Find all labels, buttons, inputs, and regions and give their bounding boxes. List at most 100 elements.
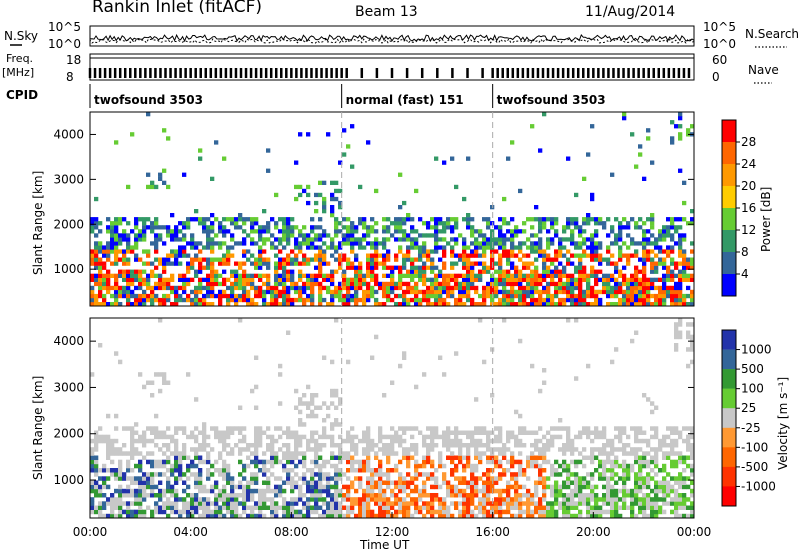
heatmap-cell <box>158 388 163 394</box>
heatmap-cell <box>326 405 331 410</box>
heatmap-cell <box>450 488 455 494</box>
heatmap-cell <box>214 497 219 502</box>
heatmap-cell <box>354 285 359 291</box>
heatmap-cell <box>318 302 323 307</box>
heatmap-cell <box>482 217 487 222</box>
heatmap-cell <box>434 285 439 291</box>
heatmap-cell <box>206 434 211 440</box>
heatmap-cell <box>230 221 235 226</box>
heatmap-cell <box>426 302 431 307</box>
heatmap-cell <box>538 388 543 394</box>
heatmap-cell <box>454 297 459 303</box>
heatmap-cell <box>266 302 271 307</box>
heatmap-cell <box>666 285 671 291</box>
heatmap-cell <box>322 196 327 202</box>
heatmap-cell <box>94 273 99 278</box>
heatmap-cell <box>614 493 619 498</box>
heatmap-cell <box>118 451 123 456</box>
heatmap-cell <box>134 273 139 278</box>
heatmap-cell <box>518 229 523 234</box>
heatmap-cell <box>514 277 519 282</box>
heatmap-cell <box>102 434 107 440</box>
heatmap-cell <box>198 285 203 291</box>
heatmap-cell <box>690 455 695 460</box>
heatmap-cell <box>494 501 499 506</box>
heatmap-cell <box>182 297 187 303</box>
heatmap-cell <box>386 217 391 222</box>
heatmap-cell <box>382 509 387 515</box>
heatmap-cell <box>602 426 607 431</box>
heatmap-cell <box>598 289 603 295</box>
heatmap-cell <box>682 484 687 490</box>
heatmap-cell <box>586 484 591 490</box>
heatmap-cell <box>458 293 463 299</box>
heatmap-cell <box>194 426 199 431</box>
heatmap-cell <box>410 513 415 519</box>
heatmap-cell <box>494 463 499 469</box>
heatmap-cell <box>630 281 635 287</box>
heatmap-cell <box>622 443 627 448</box>
heatmap-cell <box>442 438 447 444</box>
heatmap-cell <box>642 245 647 250</box>
heatmap-cell <box>106 468 111 473</box>
heatmap-cell <box>570 497 575 502</box>
heatmap-cell <box>258 277 263 282</box>
heatmap-cell <box>166 261 171 266</box>
heatmap-cell <box>242 488 247 494</box>
heatmap-cell <box>314 459 319 465</box>
heatmap-cell <box>166 484 171 490</box>
heatmap-cell <box>426 221 431 226</box>
heatmap-cell <box>430 443 435 448</box>
heatmap-cell <box>670 302 675 307</box>
heatmap-cell <box>414 273 419 278</box>
heatmap-cell <box>242 269 247 274</box>
heatmap-cell <box>622 426 627 431</box>
heatmap-cell <box>338 293 343 299</box>
station-title: Rankin Inlet (fitACF) <box>92 0 262 17</box>
heatmap-cell <box>298 488 303 494</box>
heatmap-cell <box>354 302 359 307</box>
heatmap-cell <box>390 426 395 431</box>
heatmap-cell <box>110 505 115 510</box>
heatmap-cell <box>406 447 411 452</box>
heatmap-cell <box>134 509 139 515</box>
heatmap-cell <box>678 253 683 258</box>
heatmap-cell <box>434 277 439 282</box>
heatmap-cell <box>106 443 111 448</box>
heatmap-cell <box>90 225 95 230</box>
heatmap-cell <box>462 265 467 270</box>
heatmap-cell <box>622 484 627 490</box>
heatmap-cell <box>218 229 223 234</box>
heatmap-cell <box>182 172 187 177</box>
heatmap-cell <box>666 455 671 460</box>
heatmap-cell <box>202 297 207 303</box>
heatmap-cell <box>374 237 379 242</box>
heatmap-cell <box>682 480 687 485</box>
heatmap-cell <box>674 451 679 456</box>
heatmap-cell <box>142 488 147 494</box>
heatmap-cell <box>370 468 375 473</box>
heatmap-cell <box>634 472 639 477</box>
heatmap-cell <box>150 293 155 299</box>
heatmap-cell <box>262 225 267 230</box>
heatmap-cell <box>342 493 347 498</box>
heatmap-cell <box>546 484 551 490</box>
heatmap-cell <box>558 447 563 452</box>
heatmap-cell <box>498 273 503 278</box>
heatmap-cell <box>546 430 551 435</box>
heatmap-cell <box>602 476 607 481</box>
heatmap-cell <box>186 476 191 481</box>
heatmap-cell <box>622 472 627 477</box>
heatmap-cell <box>238 277 243 282</box>
heatmap-cell <box>586 221 591 226</box>
heatmap-cell <box>442 505 447 510</box>
heatmap-cell <box>286 509 291 515</box>
heatmap-cell <box>474 285 479 291</box>
heatmap-cell <box>490 249 495 254</box>
heatmap-cell <box>138 484 143 490</box>
heatmap-cell <box>118 217 123 222</box>
heatmap-cell <box>554 434 559 440</box>
heatmap-cell <box>642 281 647 287</box>
heatmap-cell <box>286 285 291 291</box>
heatmap-cell <box>670 269 675 274</box>
